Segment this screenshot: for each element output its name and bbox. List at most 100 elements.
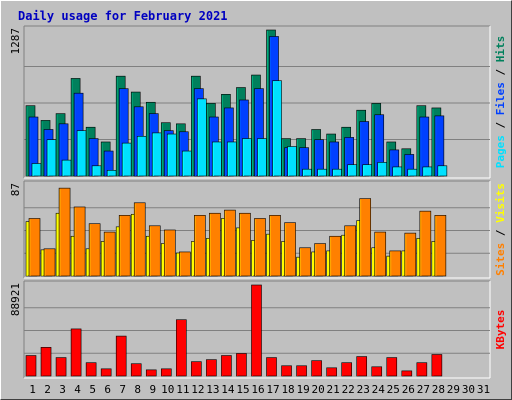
bar-kbytes-day-4 <box>70 328 82 377</box>
bar-body <box>281 365 292 377</box>
bar-sites-day-26 <box>404 232 417 277</box>
bar-sites-day-27 <box>419 210 432 277</box>
bar-body <box>401 370 413 377</box>
legend-label-0: KBytes <box>494 310 507 350</box>
bar-pages-day-18 <box>287 146 297 177</box>
x-tick-label-day-17: 17 <box>266 383 279 396</box>
bar-body <box>266 357 277 377</box>
bar-kbytes-day-11 <box>176 319 187 377</box>
bar-pages-day-9 <box>151 132 162 177</box>
bar-pages-day-17 <box>272 80 282 177</box>
bar-body <box>115 335 127 377</box>
bar-pages-day-1 <box>31 163 42 177</box>
bar-sites-day-17 <box>269 215 281 277</box>
bar-body <box>326 367 337 377</box>
bar-pages-day-3 <box>61 159 72 177</box>
bar-body <box>359 198 372 277</box>
bar-body <box>179 251 191 277</box>
bar-sites-day-9 <box>148 225 161 277</box>
bar-body <box>25 355 37 377</box>
bar-sites-day-8 <box>133 202 146 277</box>
y-max-label: 87 <box>9 183 22 196</box>
bar-pages-day-16 <box>257 138 267 177</box>
bar-kbytes-day-17 <box>266 357 277 377</box>
bar-sites-day-18 <box>284 222 296 277</box>
bar-body <box>374 231 387 277</box>
legend-kbytes: KBytes <box>494 310 507 350</box>
x-tick-label-day-21: 21 <box>327 383 340 396</box>
x-tick-label-day-4: 4 <box>74 383 81 396</box>
bar-sites-day-24 <box>374 231 387 277</box>
bar-sites-day-5 <box>88 223 101 277</box>
bar-body <box>148 225 161 277</box>
x-tick-label-day-8: 8 <box>134 383 141 396</box>
bar-body <box>40 347 52 377</box>
legend-label-0: Pages <box>494 135 507 168</box>
bar-kbytes-day-1 <box>25 355 37 377</box>
bar-body <box>160 368 172 377</box>
bar-kbytes-day-24 <box>371 366 383 377</box>
bar-body <box>130 363 142 377</box>
bar-pages-day-25 <box>392 166 403 177</box>
bar-kbytes-day-9 <box>145 369 157 377</box>
legend-label-0: Sites <box>494 243 507 276</box>
bar-body <box>118 215 131 277</box>
x-tick-label-day-10: 10 <box>161 383 174 396</box>
bar-pages-day-24 <box>377 162 388 177</box>
bar-body <box>386 357 398 377</box>
bar-kbytes-day-10 <box>160 368 172 377</box>
bar-body <box>103 231 116 277</box>
x-tick-label-day-11: 11 <box>176 383 189 396</box>
bar-sites-day-13 <box>209 212 221 277</box>
legend-label-1: / <box>494 223 507 243</box>
bar-pages-day-8 <box>136 135 147 177</box>
bar-body <box>73 206 86 277</box>
x-tick-label-day-15: 15 <box>236 383 249 396</box>
bar-sites-day-16 <box>254 218 266 277</box>
x-tick-label-day-27: 27 <box>417 383 430 396</box>
bar-kbytes-day-13 <box>206 359 217 377</box>
x-tick-label-day-14: 14 <box>221 383 235 396</box>
bar-body <box>311 360 322 377</box>
bar-pages-day-28 <box>437 165 448 177</box>
panel-kbytes: 88921 KBytes <box>9 280 507 379</box>
bar-body <box>269 215 281 277</box>
bar-sites-day-15 <box>239 212 251 277</box>
y-max-label: 1287 <box>9 28 22 55</box>
legend-hits-files-pages: Pages / Files / Hits <box>494 36 507 169</box>
legend-visits-sites: Sites / Visits <box>494 183 507 276</box>
x-tick-label-day-26: 26 <box>402 383 415 396</box>
bar-body <box>389 250 402 277</box>
x-tick-label-day-31: 31 <box>477 383 490 396</box>
bar-body <box>356 356 368 377</box>
bar-body <box>239 212 251 277</box>
x-tick-label-day-18: 18 <box>281 383 294 396</box>
bar-body <box>133 202 146 277</box>
x-tick-label-day-1: 1 <box>29 383 36 396</box>
y-max-label: 88921 <box>9 283 22 316</box>
x-tick-label-day-9: 9 <box>149 383 156 396</box>
bar-sites-day-3 <box>58 187 71 277</box>
x-tick-label-day-12: 12 <box>191 383 204 396</box>
bar-kbytes-day-21 <box>326 367 337 377</box>
bar-pages-day-11 <box>182 150 192 177</box>
bar-sites-day-12 <box>194 215 206 277</box>
bar-sites-day-22 <box>344 225 356 277</box>
bar-kbytes-day-18 <box>281 365 292 377</box>
bar-kbytes-day-22 <box>341 362 352 377</box>
x-tick-label-day-2: 2 <box>44 383 51 396</box>
x-tick-label-day-29: 29 <box>447 383 460 396</box>
bar-body <box>299 247 311 277</box>
bar-sites-day-28 <box>434 215 447 277</box>
bar-sites-day-21 <box>329 235 341 277</box>
bar-body <box>344 225 356 277</box>
bar-pages-day-19 <box>302 168 312 177</box>
bar-sites-day-19 <box>299 247 311 277</box>
bar-body <box>404 232 417 277</box>
x-tick-label-day-28: 28 <box>432 383 445 396</box>
x-tick-label-day-16: 16 <box>251 383 264 396</box>
bar-body <box>58 187 71 277</box>
bar-pages-day-14 <box>227 141 237 177</box>
bar-sites-day-11 <box>179 251 191 277</box>
bar-body <box>163 229 176 277</box>
